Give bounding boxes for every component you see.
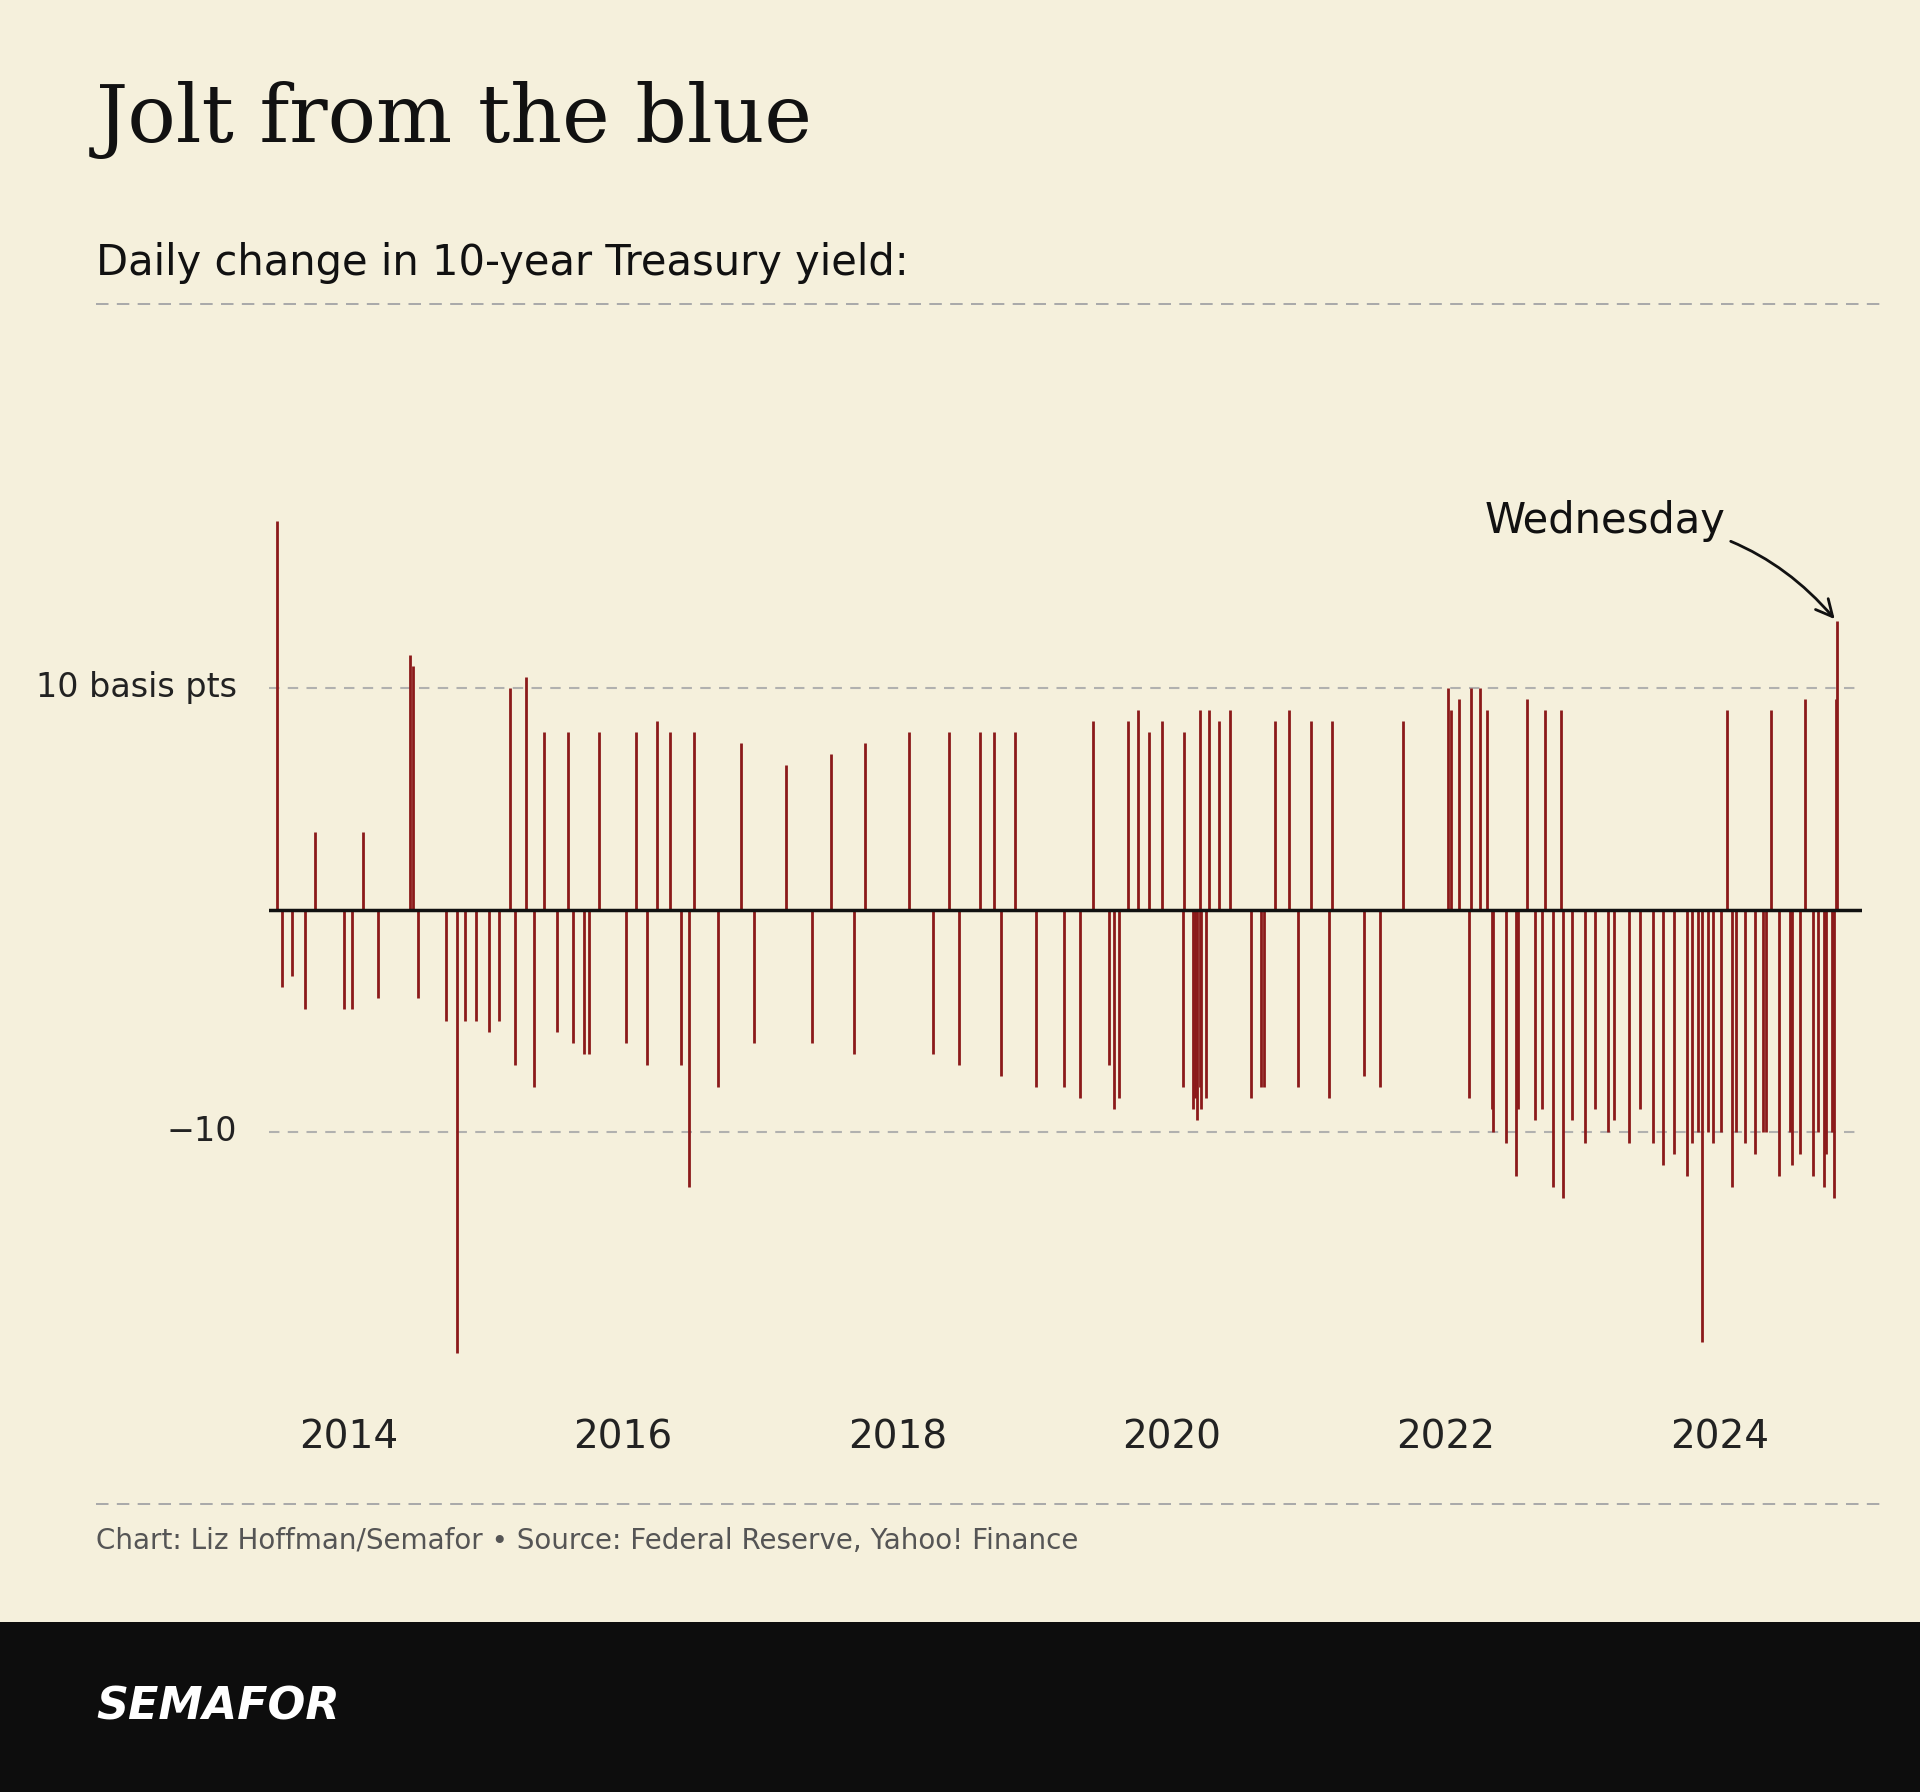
Text: −10: −10 [167,1115,236,1149]
Text: Chart: Liz Hoffman/Semafor • Source: Federal Reserve, Yahoo! Finance: Chart: Liz Hoffman/Semafor • Source: Fed… [96,1527,1079,1555]
Text: Daily change in 10-year Treasury yield:: Daily change in 10-year Treasury yield: [96,242,908,283]
Text: Jolt from the blue: Jolt from the blue [96,81,812,159]
Text: 10 basis pts: 10 basis pts [36,672,236,704]
Text: SEMAFOR: SEMAFOR [96,1686,340,1727]
Text: Wednesday: Wednesday [1484,500,1834,616]
